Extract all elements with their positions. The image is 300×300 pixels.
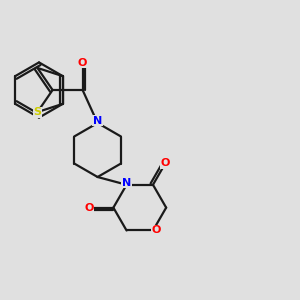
Text: O: O [78, 58, 87, 68]
Text: O: O [160, 158, 170, 169]
Text: O: O [152, 226, 161, 236]
Text: N: N [122, 178, 131, 188]
Text: O: O [84, 202, 94, 213]
Text: N: N [93, 116, 102, 126]
Text: S: S [33, 107, 41, 117]
